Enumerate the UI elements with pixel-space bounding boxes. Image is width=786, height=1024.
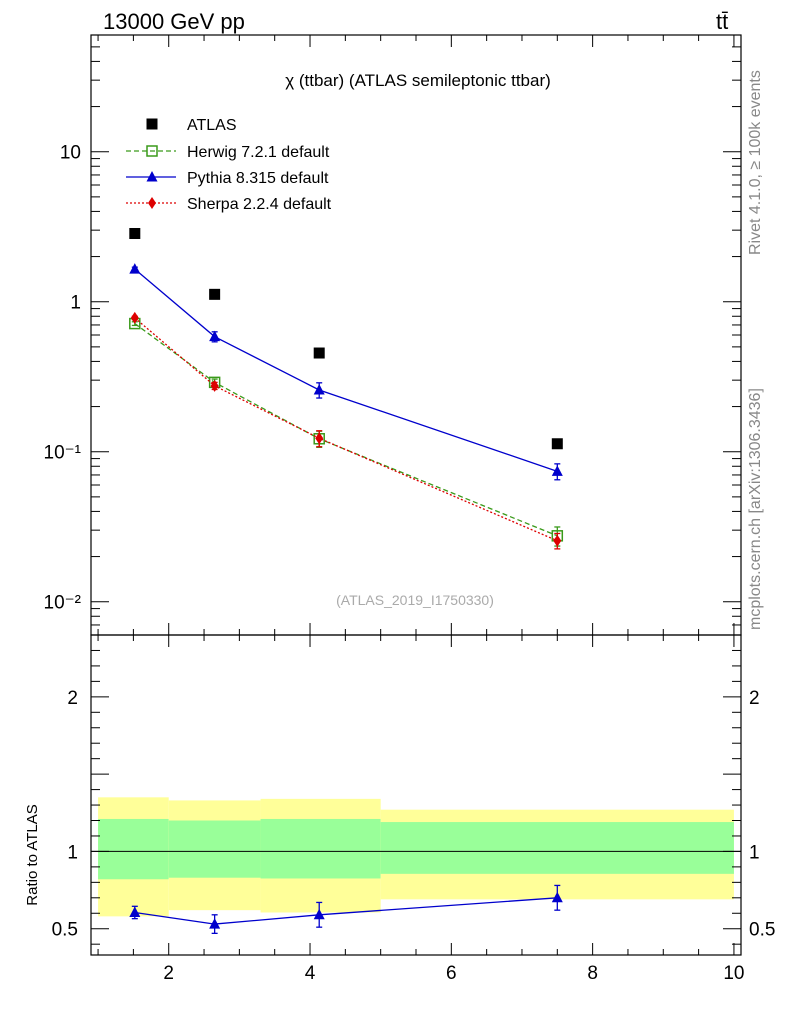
legend-pythia-label: Pythia 8.315 default [187, 170, 329, 187]
ratio-pythia-point [551, 891, 563, 903]
x-tick-label: 8 [587, 963, 598, 984]
header-left: 13000 GeV pp [103, 9, 245, 34]
ratio-pythia-point [313, 908, 325, 920]
legend-sherpa-marker [148, 197, 156, 209]
y-tick-label: 10⁻¹ [44, 443, 82, 464]
ratio-pythia-line [134, 897, 558, 925]
legend-sherpa-label: Sherpa 2.2.4 default [187, 196, 332, 213]
pythia-point [313, 383, 325, 395]
ratio-pythia-point [209, 918, 221, 929]
ratio-y-tick-label: 1 [67, 842, 78, 863]
y-tick-label: 10⁻² [44, 593, 82, 614]
ratio-y-tick-label-right: 2 [749, 688, 760, 709]
ratio-y-tick-label: 2 [67, 688, 78, 709]
legend-herwig-marker [146, 145, 158, 157]
y-tick-label: 1 [70, 293, 81, 314]
sherpa-point [210, 379, 219, 392]
sherpa-point [315, 432, 324, 445]
atlas-point [209, 288, 221, 300]
atlas-point [129, 227, 141, 239]
legend-herwig-label: Herwig 7.2.1 default [187, 144, 330, 161]
atlas-point [551, 438, 563, 450]
pythia-point [129, 263, 141, 274]
ratio-y-tick-label: 0.5 [52, 920, 78, 941]
x-tick-label: 10 [723, 963, 744, 984]
pythia-point [209, 330, 221, 342]
ratio-band-inner [98, 818, 169, 880]
pythia-line [134, 268, 558, 472]
pythia-point [551, 465, 563, 476]
ratio-band-inner [168, 820, 261, 878]
legend-pythia-marker [146, 171, 158, 182]
legend-atlas-marker [146, 118, 158, 130]
ratio-band-inner [260, 818, 381, 879]
sherpa-point [130, 311, 139, 324]
ratio-pythia-point [129, 906, 141, 917]
header-right: tt̄ [716, 9, 728, 34]
y-tick-label: 10 [60, 143, 81, 164]
herwig-line [134, 323, 558, 537]
legend-atlas-label: ATLAS [187, 117, 237, 134]
ratio-ylabel: Ratio to ATLAS [24, 804, 41, 905]
atlas-point [313, 347, 325, 359]
x-tick-label: 4 [305, 963, 316, 984]
x-tick-label: 6 [446, 963, 457, 984]
chart-title: χ (ttbar) (ATLAS semileptonic ttbar) [285, 71, 551, 90]
sherpa-point [553, 534, 562, 547]
rivet-label: Rivet 4.1.0, ≥ 100k events [747, 70, 764, 255]
ratio-y-tick-label-right: 1 [749, 842, 760, 863]
mcplots-label: mcplots.cern.ch [arXiv:1306.3436] [747, 388, 764, 630]
sherpa-line [134, 317, 558, 542]
ratio-y-tick-label-right: 0.5 [749, 920, 775, 941]
watermark: (ATLAS_2019_I1750330) [336, 592, 494, 608]
ratio-band-inner [380, 822, 734, 874]
x-tick-label: 2 [163, 963, 174, 984]
